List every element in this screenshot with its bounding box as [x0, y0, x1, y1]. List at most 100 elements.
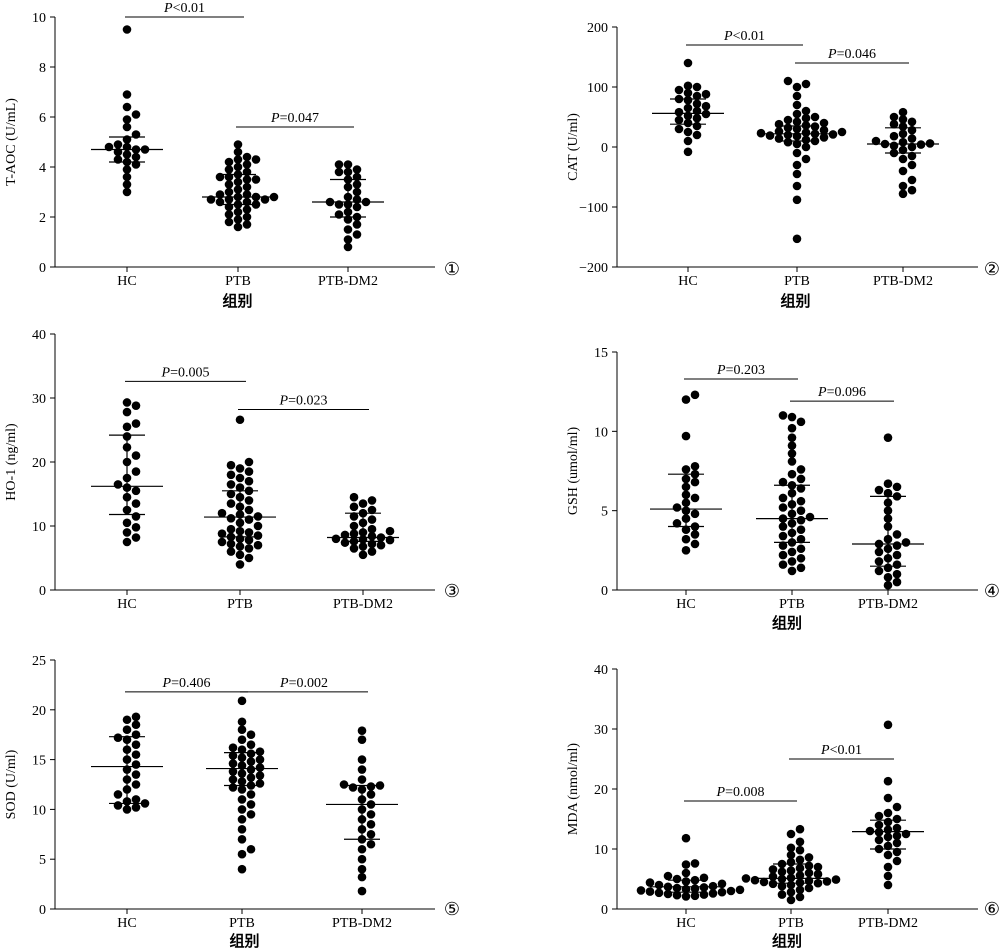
data-point [217, 508, 227, 518]
x-tick-label: PTB-DM2 [873, 274, 933, 289]
data-point [681, 395, 691, 404]
group-PTB [204, 415, 276, 569]
data-point [242, 182, 252, 192]
y-tick-label: 15 [594, 346, 608, 361]
data-point [792, 169, 802, 179]
data-point [778, 411, 788, 420]
data-point [253, 512, 263, 521]
data-point [131, 770, 141, 779]
data-point [358, 542, 368, 551]
data-point [233, 222, 243, 232]
data-point [792, 181, 802, 191]
group-PTB-DM2 [852, 720, 924, 890]
data-point [357, 775, 367, 784]
data-point [233, 147, 243, 157]
data-point [228, 759, 238, 768]
data-point [883, 573, 893, 582]
data-point [726, 886, 736, 896]
data-point [663, 871, 673, 881]
x-tick-label: HC [678, 274, 697, 289]
data-point [367, 505, 377, 515]
data-point [792, 117, 802, 127]
group-PTB-DM2 [312, 160, 384, 252]
data-point [750, 875, 760, 885]
data-point [690, 859, 700, 868]
data-point [349, 502, 359, 512]
data-point [226, 539, 236, 549]
data-point [778, 560, 788, 569]
y-axis-label: SOD (U/ml) [4, 749, 19, 819]
data-point [340, 538, 350, 547]
data-point [367, 515, 377, 524]
data-point [837, 127, 847, 137]
data-point [246, 730, 256, 739]
data-point [874, 827, 884, 837]
data-point [235, 483, 245, 492]
data-point [787, 433, 797, 442]
y-tick-label: 100 [587, 81, 608, 96]
x-tick-label: HC [117, 274, 136, 289]
panel-number: ④ [984, 581, 1000, 602]
data-point [339, 780, 349, 789]
x-tick-label: PTB [229, 916, 255, 931]
data-point [699, 873, 709, 883]
data-point [801, 106, 811, 116]
data-point [692, 130, 702, 140]
data-point [235, 464, 245, 473]
data-point [122, 172, 132, 182]
data-point [253, 540, 263, 550]
data-point [796, 544, 806, 554]
data-point [636, 886, 646, 895]
p-value-label: P=0.096 [817, 385, 866, 400]
data-point [907, 117, 917, 127]
data-point [357, 872, 367, 882]
data-point [113, 140, 123, 149]
data-point [787, 557, 797, 566]
data-point [874, 820, 884, 830]
data-point [235, 542, 245, 551]
data-point [113, 733, 123, 742]
data-point [796, 553, 806, 563]
data-point [681, 892, 691, 901]
data-point [683, 127, 693, 137]
data-point [804, 853, 814, 862]
y-tick-label: 0 [601, 903, 608, 918]
data-point [796, 534, 806, 544]
data-point [783, 76, 793, 86]
data-point [131, 467, 141, 476]
group-PTB [206, 696, 278, 874]
data-point [883, 479, 893, 488]
data-point [352, 165, 362, 174]
data-point [113, 790, 123, 799]
data-point [792, 91, 802, 101]
x-tick-label: PTB-DM2 [318, 274, 378, 289]
data-point [801, 121, 811, 130]
data-point [352, 187, 362, 197]
data-point [244, 496, 254, 505]
data-point [113, 480, 123, 489]
data-point [226, 547, 236, 556]
data-point [889, 131, 899, 141]
data-point [898, 122, 908, 131]
data-point [874, 547, 884, 557]
data-point [892, 831, 902, 841]
data-point [690, 477, 700, 487]
data-point [233, 162, 243, 172]
data-point [892, 814, 902, 824]
data-point [131, 486, 141, 496]
data-point [242, 220, 252, 229]
data-point [244, 476, 254, 486]
x-axis-label: 组别 [772, 614, 802, 632]
data-point [801, 128, 811, 137]
x-tick-label: PTB-DM2 [858, 597, 918, 612]
data-point [131, 795, 141, 804]
data-point [683, 136, 693, 146]
data-point [810, 112, 820, 122]
group-PTB-DM2 [327, 492, 399, 560]
data-point [343, 242, 353, 252]
data-point [235, 560, 245, 569]
data-point [796, 515, 806, 525]
data-point [226, 489, 236, 499]
data-point [367, 496, 377, 505]
p-value-label: P<0.01 [163, 1, 205, 16]
